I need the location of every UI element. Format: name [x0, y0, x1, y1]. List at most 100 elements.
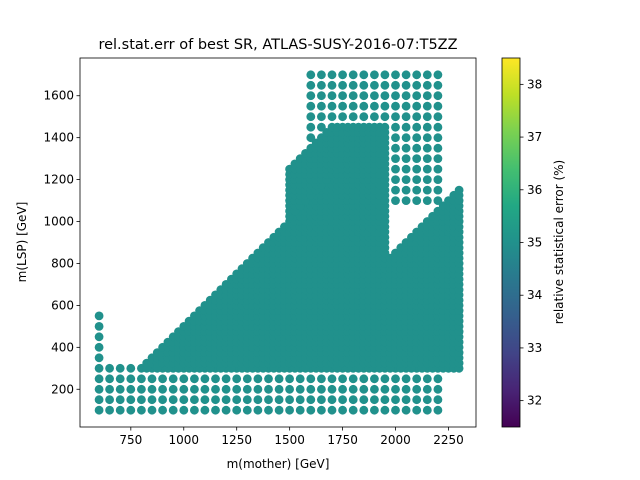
data-point	[454, 185, 464, 195]
x-tick-label: 1250	[221, 433, 252, 447]
y-tick-label: 1600	[43, 89, 74, 103]
colorbar-tick-label: 34	[527, 288, 542, 302]
data-point	[338, 80, 347, 90]
data-point	[105, 363, 114, 373]
colorbar-tick-label: 38	[527, 77, 542, 91]
data-point	[264, 405, 273, 415]
data-point	[370, 70, 379, 80]
data-point	[401, 164, 411, 174]
data-point	[94, 384, 104, 394]
data-point	[422, 185, 432, 195]
data-point	[200, 395, 210, 405]
x-axis-label: m(mother) [GeV]	[227, 457, 330, 471]
data-point	[433, 374, 443, 384]
data-point	[137, 374, 146, 384]
data-point	[200, 374, 210, 384]
plot-area	[79, 57, 477, 428]
data-point	[433, 133, 443, 143]
y-tick-label: 1400	[43, 131, 74, 145]
data-point	[327, 80, 337, 90]
data-point	[115, 384, 125, 394]
data-point	[94, 374, 104, 384]
data-point	[126, 405, 136, 415]
data-point	[391, 112, 400, 122]
y-tick-label: 600	[51, 298, 74, 312]
data-point	[412, 395, 422, 405]
data-point	[285, 395, 294, 405]
data-point	[380, 395, 390, 405]
data-point	[232, 384, 242, 394]
x-tick-label: 1500	[274, 433, 305, 447]
data-point	[242, 374, 252, 384]
data-point	[391, 164, 400, 174]
data-point	[380, 405, 390, 415]
data-point	[391, 185, 400, 195]
data-point	[232, 405, 242, 415]
data-point	[338, 384, 347, 394]
data-point	[370, 80, 379, 90]
data-point	[433, 175, 443, 185]
data-point	[370, 374, 379, 384]
data-point	[105, 374, 114, 384]
data-point	[94, 395, 104, 405]
data-point	[401, 70, 411, 80]
data-point	[348, 91, 358, 101]
data-point	[401, 395, 411, 405]
data-point	[327, 374, 337, 384]
data-point	[168, 384, 178, 394]
data-point	[126, 363, 136, 373]
data-point	[401, 91, 411, 101]
data-point	[137, 384, 146, 394]
data-point	[327, 70, 337, 80]
data-point	[137, 395, 146, 405]
data-point	[253, 395, 263, 405]
x-tick-label: 2250	[433, 433, 464, 447]
data-point	[412, 164, 422, 174]
data-point	[422, 175, 432, 185]
data-point	[147, 405, 157, 415]
data-point	[232, 374, 242, 384]
y-axis: 200 400 600 800 1000 1200 1400 1600	[43, 89, 80, 396]
data-point	[370, 112, 379, 122]
data-point	[221, 374, 231, 384]
data-point	[401, 384, 411, 394]
data-point	[391, 374, 400, 384]
data-point	[327, 112, 337, 122]
data-point	[338, 405, 347, 415]
data-point	[306, 395, 316, 405]
data-point	[211, 384, 220, 394]
data-point	[380, 91, 390, 101]
data-point	[348, 384, 358, 394]
data-point	[422, 374, 432, 384]
data-point	[274, 405, 284, 415]
data-point	[115, 374, 125, 384]
data-point	[401, 133, 411, 143]
data-point	[264, 395, 273, 405]
data-point	[348, 374, 358, 384]
data-point	[295, 405, 305, 415]
data-point	[94, 353, 104, 363]
data-point	[338, 374, 347, 384]
data-point	[264, 374, 273, 384]
data-point	[242, 405, 252, 415]
data-point	[422, 122, 432, 132]
data-point	[412, 374, 422, 384]
data-point	[190, 374, 199, 384]
data-point	[158, 374, 168, 384]
data-point	[412, 405, 422, 415]
data-point	[306, 122, 316, 132]
data-point	[190, 395, 199, 405]
data-point	[422, 80, 432, 90]
data-point	[158, 395, 168, 405]
data-point	[168, 374, 178, 384]
data-point	[105, 405, 114, 415]
data-point	[380, 384, 390, 394]
data-point	[253, 374, 263, 384]
data-point	[401, 405, 411, 415]
data-point	[422, 91, 432, 101]
data-point	[211, 395, 220, 405]
data-point	[391, 196, 400, 206]
data-point	[401, 80, 411, 90]
data-point	[94, 363, 104, 373]
data-point	[115, 395, 125, 405]
